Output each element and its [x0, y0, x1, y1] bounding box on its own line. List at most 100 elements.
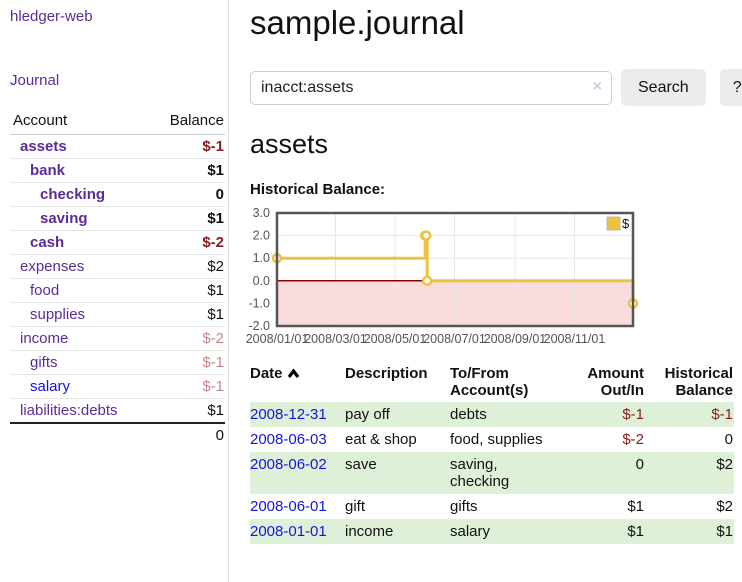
transaction-accounts: saving, checking [450, 456, 510, 490]
account-balance: $1 [149, 278, 225, 303]
clear-search-icon[interactable]: × [592, 77, 602, 95]
account-row: liabilities:debts $1 [10, 399, 225, 424]
transaction-amount: $1 [627, 523, 644, 540]
balance-column-header: Historical Balance [664, 365, 733, 399]
transaction-accounts: debts [450, 406, 487, 423]
account-balance-table: Account Balance assets $-1 bank $1 check… [10, 108, 225, 447]
account-row: cash $-2 [10, 230, 225, 255]
account-row: supplies $1 [10, 302, 225, 327]
account-link-income[interactable]: income [20, 330, 69, 347]
account-balance: $2 [149, 254, 225, 279]
search-input[interactable] [250, 70, 612, 105]
account-link-bank[interactable]: bank [30, 162, 66, 179]
account-balance: $-1 [149, 374, 225, 399]
balance-column-header: Balance [149, 108, 225, 135]
account-row: expenses $2 [10, 254, 225, 279]
register-row: 2008-12-31 pay off debts $-1 $-1 [250, 402, 734, 427]
x-tick-label: 2008/07/01 [423, 332, 486, 346]
account-balance: $1 [149, 158, 225, 183]
account-link-cash[interactable]: cash [30, 234, 65, 251]
account-balance: $1 [149, 302, 225, 327]
transaction-accounts: food, supplies [450, 431, 543, 448]
transaction-accounts: gifts [450, 498, 478, 515]
x-tick-label: 2008/03/01 [304, 332, 367, 346]
accounts-column-header: To/From Account(s) [450, 365, 529, 399]
sidebar-nav: Journal [10, 72, 228, 90]
account-total-row: 0 [10, 422, 225, 447]
account-link-assets[interactable]: assets [20, 138, 67, 155]
historical-balance-chart: $3.0 2.0 1.0 0.0 -1.0 -2.0 2008/01/01 2008/03/0… [240, 201, 660, 351]
register-row: 2008-06-01 gift gifts $1 $2 [250, 494, 734, 519]
legend-label: $ [622, 216, 630, 231]
transaction-description: eat & shop [345, 431, 417, 448]
account-link-checking[interactable]: checking [40, 186, 106, 203]
transaction-date-link[interactable]: 2008-06-01 [250, 498, 327, 515]
transaction-balance: $1 [716, 523, 733, 540]
account-link-gifts[interactable]: gifts [30, 354, 58, 371]
transaction-description: save [345, 456, 377, 473]
search-button[interactable]: Search [621, 69, 706, 106]
transaction-balance: $2 [716, 456, 733, 473]
transaction-date-link[interactable]: 2008-12-31 [250, 406, 327, 423]
register-row: 2008-06-03 eat & shop food, supplies $-2… [250, 427, 734, 452]
account-link-saving[interactable]: saving [40, 210, 88, 227]
journal-title: sample.journal [250, 4, 465, 41]
help-button[interactable]: ? [719, 69, 742, 106]
x-tick-label: 2008/01/01 [246, 332, 309, 346]
chart-title: Historical Balance: [250, 181, 386, 198]
account-row: food $1 [10, 278, 225, 303]
account-balance: $-2 [149, 326, 225, 351]
main-panel: sample.journal × Search ? assets Histori… [246, 0, 742, 544]
y-tick-label: 2.0 [253, 229, 270, 243]
y-tick-label: 3.0 [253, 206, 270, 220]
y-tick-label: -1.0 [248, 296, 270, 310]
amount-column-header: Amount Out/In [587, 365, 644, 399]
app-title-link[interactable]: hledger-web [10, 8, 93, 25]
description-column-header: Description [345, 365, 428, 382]
account-row: assets $-1 [10, 134, 225, 159]
transaction-amount: $-2 [622, 431, 644, 448]
account-link-expenses[interactable]: expenses [20, 258, 85, 275]
transaction-date-link[interactable]: 2008-06-03 [250, 431, 327, 448]
transaction-date-link[interactable]: 2008-06-02 [250, 456, 327, 473]
account-table-header-row: Account Balance [10, 108, 225, 135]
legend-swatch [606, 216, 621, 231]
account-balance: $1 [207, 402, 224, 419]
account-link-food[interactable]: food [30, 282, 60, 299]
transaction-amount: 0 [635, 456, 644, 473]
sidebar-item-journal[interactable]: Journal [10, 72, 60, 89]
transaction-balance: $-1 [711, 406, 733, 423]
account-row: saving $1 [10, 206, 225, 231]
transaction-balance: $2 [716, 498, 733, 515]
transaction-description: pay off [345, 406, 390, 423]
account-row: bank $1 [10, 158, 225, 183]
account-balance: $-2 [149, 230, 225, 255]
chart-point [421, 275, 433, 287]
account-link-liabilities-debts[interactable]: liabilities:debts [20, 402, 118, 419]
sidebar: hledger-web Journal Account Balance asse… [0, 0, 229, 582]
chart-border [275, 211, 635, 328]
account-row: salary $-1 [10, 374, 225, 399]
date-column-header[interactable]: Date [250, 362, 345, 402]
account-link-salary[interactable]: salary [30, 378, 71, 395]
account-row: gifts $-1 [10, 350, 225, 375]
transaction-amount: $1 [627, 498, 644, 515]
account-heading: assets [250, 129, 329, 159]
transaction-amount: $-1 [622, 406, 644, 423]
transaction-description: income [345, 523, 394, 540]
account-balance: $-1 [149, 350, 225, 375]
x-tick-label: 2008/11/01 [544, 332, 606, 346]
register-header-row: Date Description To/From Account(s) Amou… [250, 362, 734, 402]
account-row: checking 0 [10, 182, 225, 207]
account-row: income $-2 [10, 326, 225, 351]
transaction-balance: 0 [724, 431, 733, 448]
account-column-header: Account [10, 108, 150, 135]
account-balance: $1 [149, 206, 225, 231]
x-tick-label: 2008/09/01 [484, 332, 547, 346]
y-tick-label: 0.0 [253, 274, 270, 288]
transaction-date-link[interactable]: 2008-01-01 [250, 523, 327, 540]
register-table: Date Description To/From Account(s) Amou… [250, 362, 734, 544]
account-link-supplies[interactable]: supplies [30, 306, 86, 323]
account-balance: 0 [149, 182, 225, 207]
account-balance: $-1 [149, 134, 225, 159]
